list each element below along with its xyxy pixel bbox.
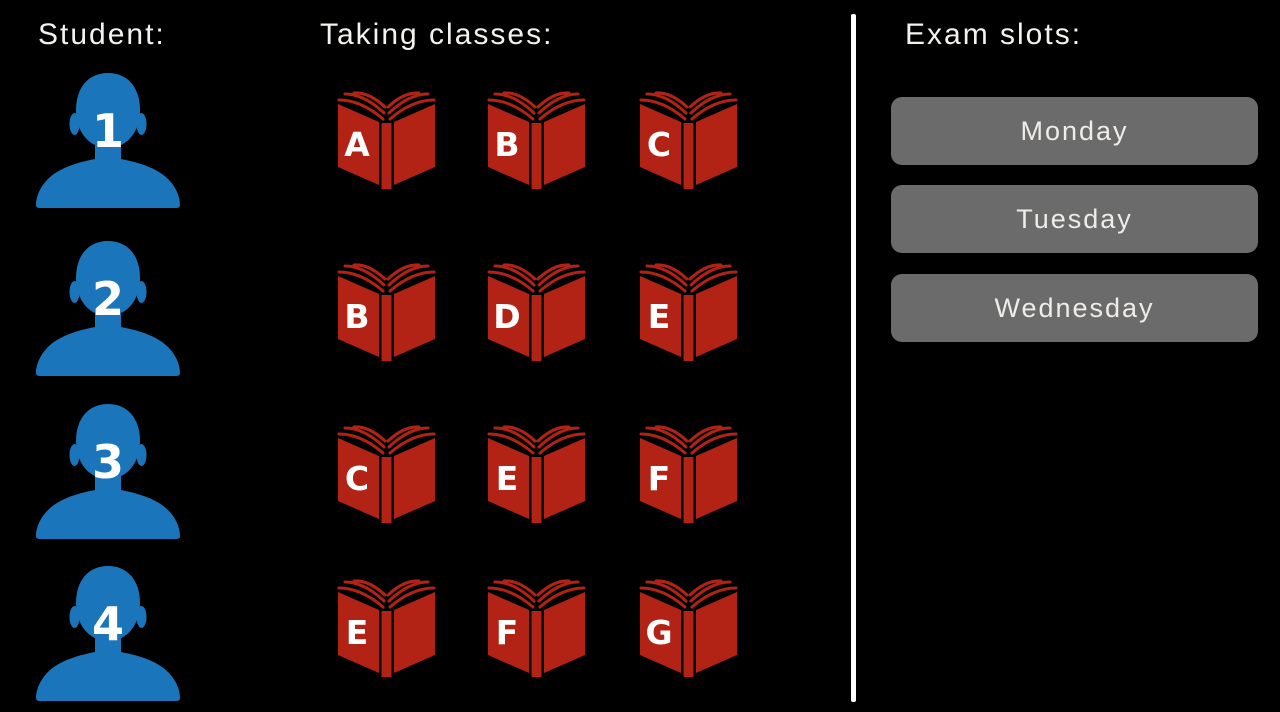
student-3: 3 bbox=[33, 403, 183, 541]
student-1: 1 bbox=[33, 72, 183, 210]
class-letter: E bbox=[647, 296, 671, 336]
student-number: 4 bbox=[91, 597, 124, 651]
student-number: 3 bbox=[91, 435, 124, 489]
class-book: C bbox=[635, 90, 742, 195]
class-book: F bbox=[635, 424, 742, 529]
class-book: C bbox=[333, 424, 440, 529]
vertical-divider bbox=[851, 14, 856, 702]
class-book: F bbox=[483, 578, 590, 683]
class-book: E bbox=[333, 578, 440, 683]
class-book: D bbox=[483, 262, 590, 367]
exam-slot-monday-button[interactable]: Monday bbox=[891, 97, 1258, 165]
exam-slot-tuesday-button[interactable]: Tuesday bbox=[891, 185, 1258, 253]
class-letter: F bbox=[647, 458, 671, 498]
student-2: 2 bbox=[33, 240, 183, 378]
class-letter: C bbox=[646, 124, 672, 164]
class-letter: A bbox=[344, 124, 370, 164]
student-number: 1 bbox=[91, 104, 124, 158]
class-letter: B bbox=[344, 296, 370, 336]
class-book: G bbox=[635, 578, 742, 683]
class-book: B bbox=[333, 262, 440, 367]
class-book: B bbox=[483, 90, 590, 195]
class-book: E bbox=[635, 262, 742, 367]
student-number: 2 bbox=[91, 272, 124, 326]
header-exam-slots: Exam slots: bbox=[905, 18, 1083, 51]
class-letter: F bbox=[495, 612, 519, 652]
exam-slot-wednesday-button[interactable]: Wednesday bbox=[891, 274, 1258, 342]
class-book: E bbox=[483, 424, 590, 529]
class-letter: G bbox=[645, 612, 673, 652]
class-letter: E bbox=[345, 612, 369, 652]
class-letter: C bbox=[344, 458, 370, 498]
class-book: A bbox=[333, 90, 440, 195]
class-letter: E bbox=[495, 458, 519, 498]
class-letter: D bbox=[493, 296, 521, 336]
student-4: 4 bbox=[33, 565, 183, 703]
class-letter: B bbox=[494, 124, 520, 164]
header-student: Student: bbox=[38, 18, 166, 51]
header-taking-classes: Taking classes: bbox=[320, 18, 554, 51]
